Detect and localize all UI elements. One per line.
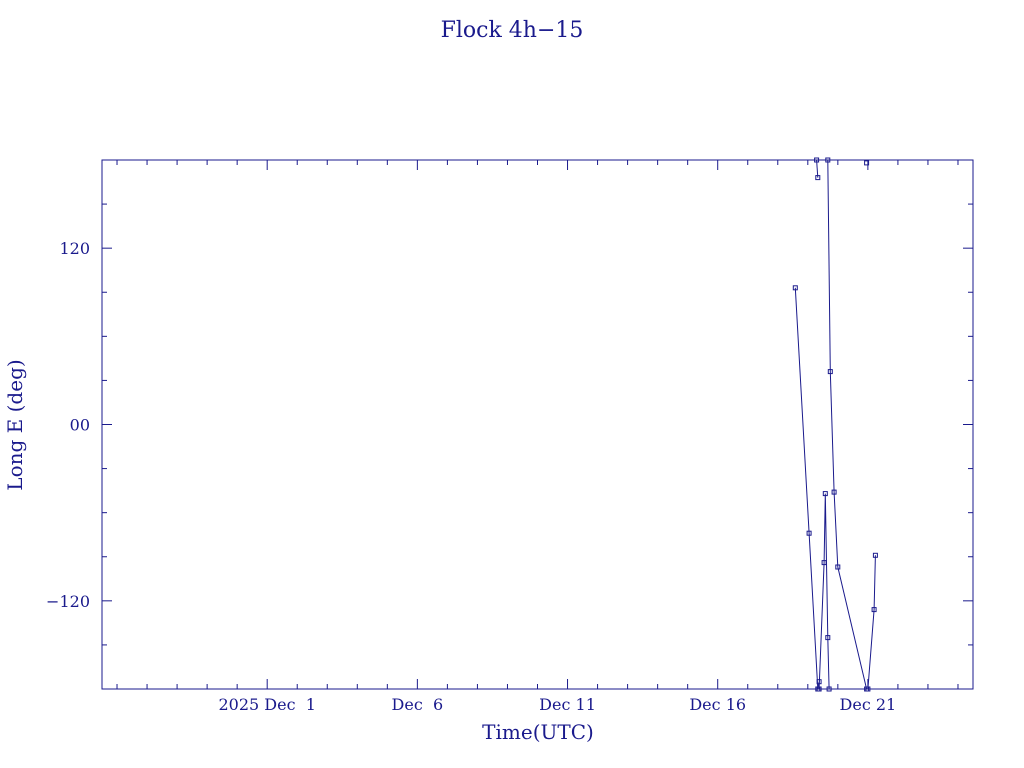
data-point [806, 530, 812, 536]
data-point [816, 686, 822, 692]
series-group [816, 491, 832, 692]
data-point [835, 564, 841, 570]
x-tick-label: 2025 Dec 1 [218, 695, 315, 714]
data-point [822, 491, 828, 497]
series-group [864, 160, 870, 166]
y-tick-label: −120 [46, 592, 90, 611]
series-group [814, 157, 821, 181]
series-layer [792, 157, 878, 692]
y-tick-label: 120 [59, 239, 90, 258]
series-group [825, 157, 870, 692]
data-point [831, 489, 837, 495]
data-point [871, 607, 877, 613]
data-point [792, 285, 798, 291]
axis-tick-labels: 2025 Dec 1 Dec 6 Dec 11 Dec 16 Dec 21 120 00 −1… [46, 239, 896, 714]
data-point [872, 552, 878, 558]
data-point [864, 160, 870, 166]
series-group [792, 285, 822, 692]
y-axis-label: Long E (deg) [3, 359, 27, 490]
series-line [794, 287, 820, 690]
data-point [825, 635, 831, 641]
series-line [867, 555, 876, 690]
data-point [814, 157, 820, 163]
series-line [818, 493, 830, 690]
series-line [827, 159, 868, 690]
x-tick-label: Dec 6 [392, 695, 444, 714]
chart-title: Flock 4h−15 [441, 18, 584, 43]
x-tick-label: Dec 16 [689, 695, 746, 714]
data-point [826, 686, 832, 692]
plot-frame [101, 159, 974, 690]
y-tick-label: 00 [70, 416, 90, 435]
data-point [827, 369, 833, 375]
series-line [816, 159, 819, 178]
x-tick-label: Dec 11 [539, 695, 596, 714]
x-tick-label: Dec 21 [840, 695, 897, 714]
data-point [825, 157, 831, 163]
data-point [821, 560, 827, 566]
series-group [865, 552, 878, 692]
axis-ticks [102, 160, 973, 689]
x-axis-label: Time(UTC) [482, 720, 594, 744]
data-point [865, 686, 871, 692]
data-point [815, 175, 821, 181]
